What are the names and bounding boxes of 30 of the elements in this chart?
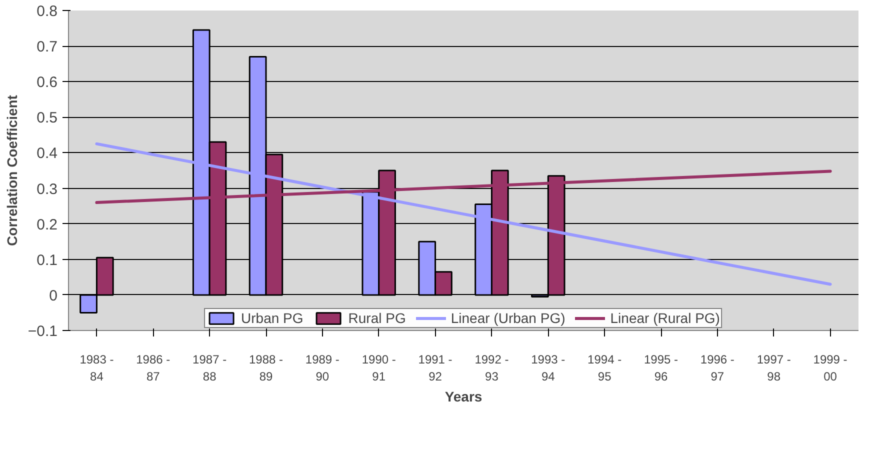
x-tick-label: 1993 - 94 <box>531 352 566 384</box>
x-tick-label: 1997 - 98 <box>756 352 791 384</box>
legend-label: Rural PG <box>348 310 406 326</box>
x-tick-label: 1989 - 90 <box>305 352 340 384</box>
legend-label: Linear (Urban PG) <box>450 310 566 326</box>
y-tick-label: 0.8 <box>36 3 58 20</box>
x-tick-label: 1996 - 97 <box>700 352 734 384</box>
x-tick-label: 1987 - 88 <box>192 352 227 384</box>
y-axis-title: Correlation Coefficient <box>4 94 20 246</box>
y-tick-label: −0.1 <box>28 323 58 340</box>
x-tick-label: 1983 - 84 <box>80 352 114 384</box>
x-tick-label: 1990 - 91 <box>362 352 396 384</box>
y-tick-label: 0.2 <box>36 216 58 234</box>
x-tick-label: 1994 - 95 <box>588 352 622 384</box>
x-tick-label: 1995 - 96 <box>644 352 678 384</box>
y-tick-label: 0.5 <box>36 110 58 127</box>
y-tick-label: 0.6 <box>36 74 58 92</box>
x-tick-label: 1999 - 00 <box>813 352 848 384</box>
x-tick-label: 1988 - 89 <box>248 352 284 384</box>
y-tick-label: 0.1 <box>36 252 58 269</box>
y-tick-label: 0.7 <box>36 38 58 56</box>
x-tick-label: 1991 - 92 <box>418 352 452 384</box>
legend-label: Linear (Rural PG) <box>610 310 720 326</box>
legend-label: Urban PG <box>241 310 304 326</box>
y-tick-label: 0.4 <box>36 145 58 162</box>
x-tick-label: 1992 - 93 <box>474 352 509 384</box>
y-tick-label: 0.3 <box>36 180 58 198</box>
y-tick-label: 0 <box>49 287 58 304</box>
x-tick-label: 1986 - 87 <box>136 352 170 384</box>
x-axis-title: Years <box>444 388 482 404</box>
